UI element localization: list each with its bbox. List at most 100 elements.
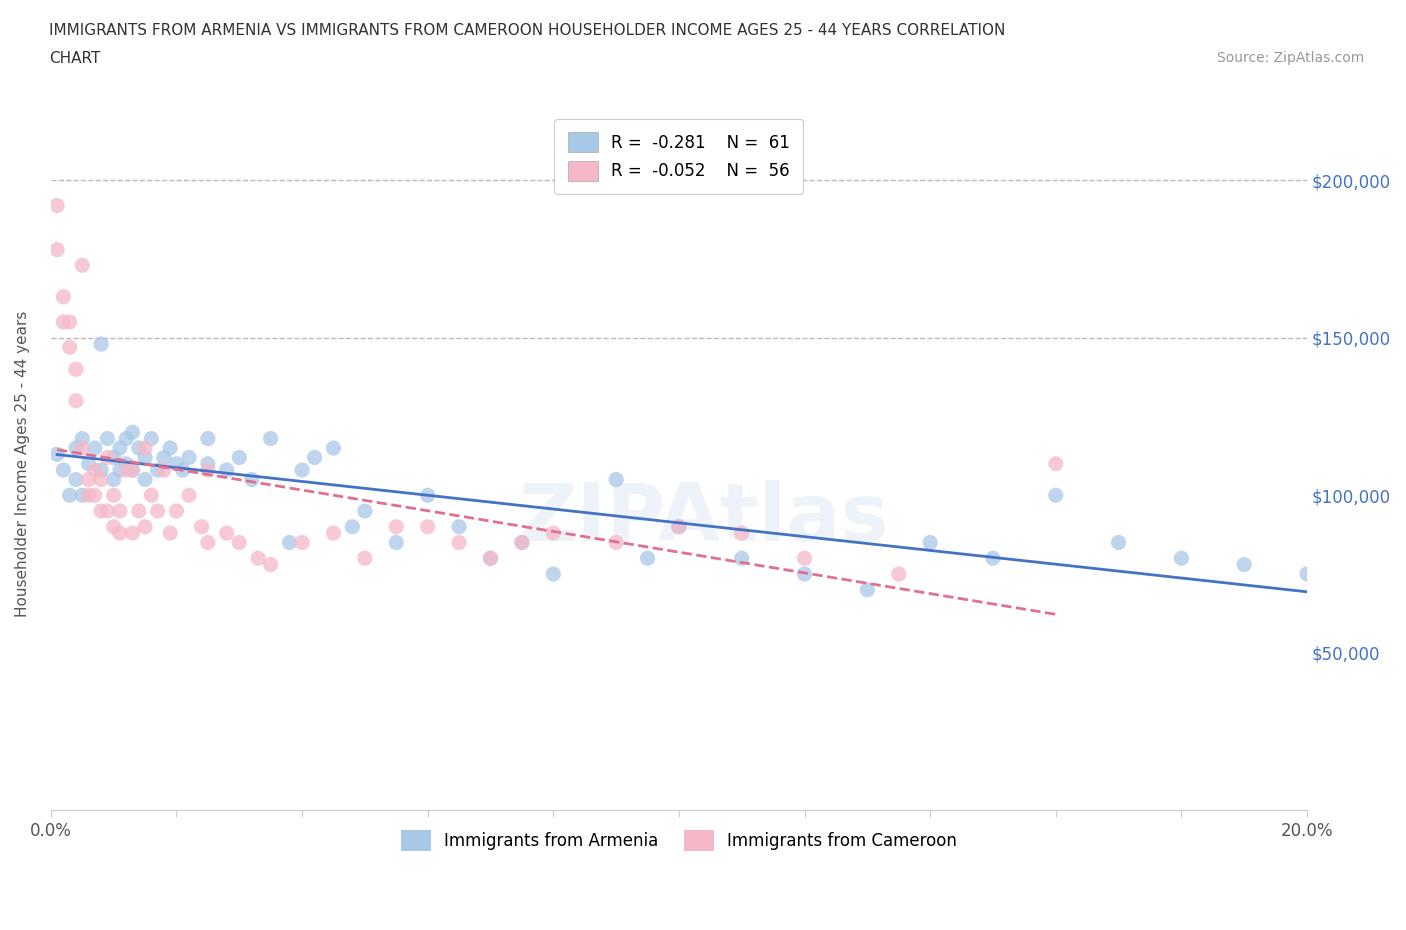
Point — [115, 432, 138, 446]
Point — [52, 289, 75, 304]
Point — [90, 503, 112, 518]
Point — [449, 519, 471, 534]
Point — [103, 472, 125, 487]
Point — [1296, 566, 1319, 581]
Point — [304, 450, 326, 465]
Point — [77, 457, 100, 472]
Point — [291, 462, 314, 477]
Point — [141, 488, 163, 503]
Point — [121, 525, 143, 540]
Point — [108, 503, 131, 518]
Point — [793, 566, 815, 581]
Point — [146, 462, 169, 477]
Point — [1045, 457, 1067, 472]
Point — [70, 488, 93, 503]
Point — [228, 535, 250, 550]
Point — [385, 519, 408, 534]
Point — [121, 462, 143, 477]
Point — [52, 462, 75, 477]
Legend: Immigrants from Armenia, Immigrants from Cameroon: Immigrants from Armenia, Immigrants from… — [394, 824, 963, 857]
Point — [920, 535, 942, 550]
Point — [90, 337, 112, 352]
Point — [354, 551, 377, 565]
Point — [385, 535, 408, 550]
Point — [197, 462, 219, 477]
Text: CHART: CHART — [49, 51, 101, 66]
Point — [65, 441, 87, 456]
Point — [90, 462, 112, 477]
Point — [240, 472, 263, 487]
Point — [121, 462, 143, 477]
Point — [449, 535, 471, 550]
Point — [479, 551, 502, 565]
Point — [510, 535, 533, 550]
Point — [159, 525, 181, 540]
Point — [83, 488, 105, 503]
Point — [668, 519, 690, 534]
Point — [103, 450, 125, 465]
Point — [165, 503, 187, 518]
Point — [190, 519, 212, 534]
Point — [177, 450, 200, 465]
Point — [731, 525, 754, 540]
Point — [77, 488, 100, 503]
Point — [83, 441, 105, 456]
Point — [668, 519, 690, 534]
Point — [342, 519, 364, 534]
Point — [65, 472, 87, 487]
Point — [46, 447, 69, 462]
Point — [65, 393, 87, 408]
Point — [510, 535, 533, 550]
Point — [215, 462, 238, 477]
Point — [141, 432, 163, 446]
Point — [1170, 551, 1192, 565]
Point — [128, 503, 150, 518]
Point — [605, 535, 627, 550]
Point — [83, 462, 105, 477]
Point — [1108, 535, 1130, 550]
Point — [228, 450, 250, 465]
Point — [153, 450, 176, 465]
Y-axis label: Householder Income Ages 25 - 44 years: Householder Income Ages 25 - 44 years — [15, 311, 30, 617]
Point — [260, 557, 283, 572]
Point — [322, 525, 344, 540]
Point — [52, 314, 75, 329]
Point — [731, 551, 754, 565]
Point — [197, 535, 219, 550]
Point — [96, 450, 118, 465]
Point — [637, 551, 659, 565]
Point — [59, 339, 82, 354]
Point — [46, 242, 69, 257]
Point — [793, 551, 815, 565]
Point — [77, 472, 100, 487]
Point — [134, 519, 156, 534]
Point — [197, 432, 219, 446]
Point — [543, 566, 565, 581]
Point — [1233, 557, 1256, 572]
Point — [128, 441, 150, 456]
Point — [981, 551, 1004, 565]
Text: IMMIGRANTS FROM ARMENIA VS IMMIGRANTS FROM CAMEROON HOUSEHOLDER INCOME AGES 25 -: IMMIGRANTS FROM ARMENIA VS IMMIGRANTS FR… — [49, 23, 1005, 38]
Point — [70, 432, 93, 446]
Point — [121, 425, 143, 440]
Point — [416, 488, 439, 503]
Point — [115, 457, 138, 472]
Point — [46, 198, 69, 213]
Point — [322, 441, 344, 456]
Point — [887, 566, 910, 581]
Point — [59, 314, 82, 329]
Point — [153, 462, 176, 477]
Point — [543, 525, 565, 540]
Point — [108, 462, 131, 477]
Point — [96, 432, 118, 446]
Point — [260, 432, 283, 446]
Point — [103, 488, 125, 503]
Point — [197, 457, 219, 472]
Point — [115, 462, 138, 477]
Point — [354, 503, 377, 518]
Point — [65, 362, 87, 377]
Point — [856, 582, 879, 597]
Point — [96, 503, 118, 518]
Point — [70, 441, 93, 456]
Point — [70, 258, 93, 272]
